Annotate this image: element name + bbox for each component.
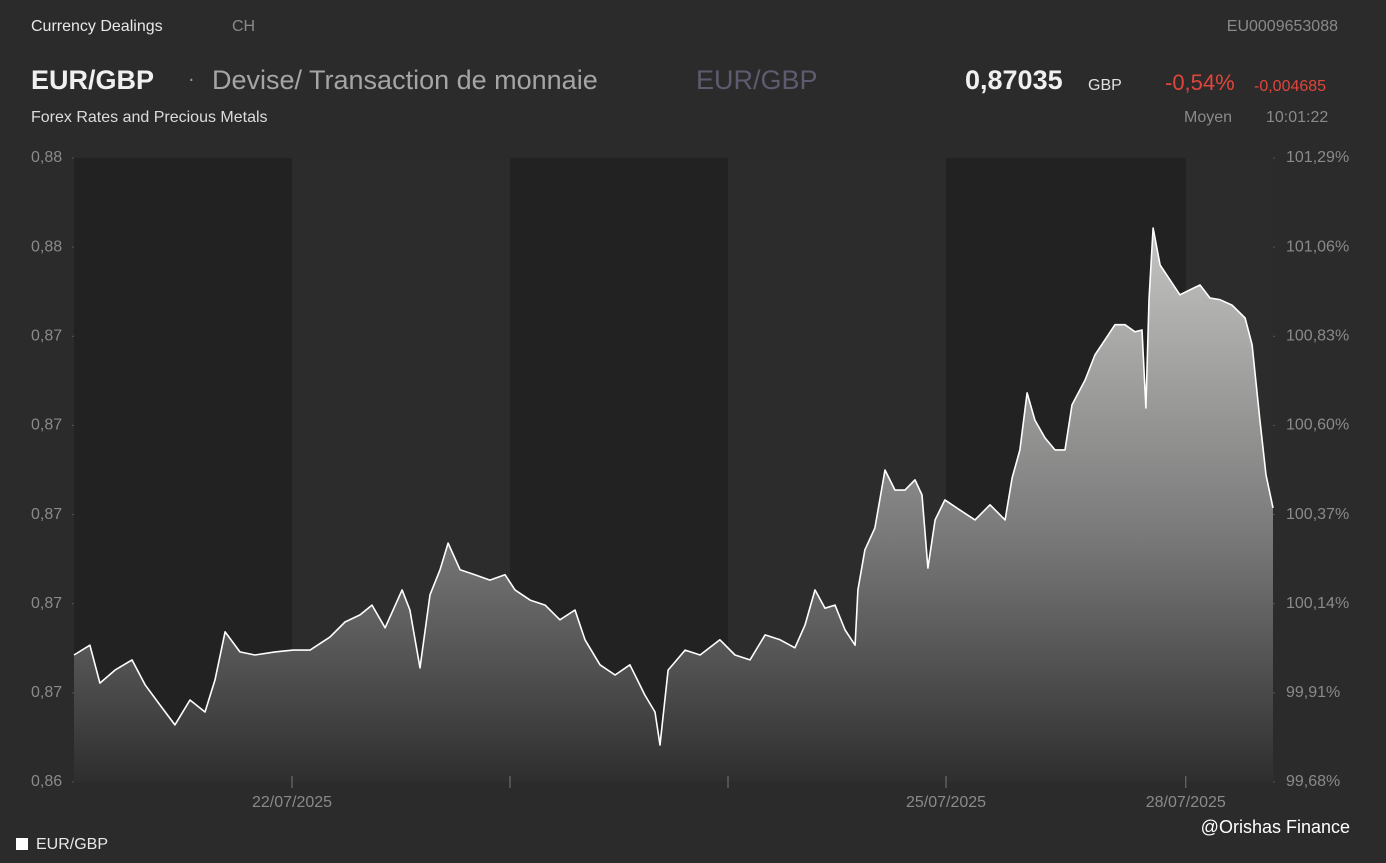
x-tick-label: 22/07/2025 <box>252 794 332 811</box>
y2-tick-label: 100,37% <box>1286 506 1349 523</box>
y2-tick-label: 100,83% <box>1286 328 1349 345</box>
y2-tick-label: 99,91% <box>1286 684 1340 701</box>
y-tick-label: 0,87 <box>31 417 62 434</box>
y-tick-label: 0,87 <box>31 595 62 612</box>
y2-tick-label: 101,29% <box>1286 149 1349 166</box>
legend-swatch <box>16 838 28 850</box>
x-tick-label: 25/07/2025 <box>906 794 986 811</box>
line <box>73 227 1274 746</box>
change-pct: -0,54% <box>1165 70 1235 95</box>
time: 10:01:22 <box>1266 109 1328 126</box>
separator: · <box>188 68 195 90</box>
plot: 0,86 0,87 0,87 0,87 0,87 0,87 0,88 0,88 99,68% 99… <box>31 149 1349 811</box>
currency: GBP <box>1088 77 1122 94</box>
country: CH <box>232 18 255 35</box>
y-tick-label: 0,87 <box>31 506 62 523</box>
price-type: Moyen <box>1184 109 1232 126</box>
y-tick-label: 0,86 <box>31 773 62 790</box>
isin: EU0009653088 <box>1227 18 1338 35</box>
y-tick-label: 0,87 <box>31 684 62 701</box>
y-tick-label: 0,88 <box>31 238 62 255</box>
y-tick-label: 0,88 <box>31 149 62 166</box>
market: Forex Rates and Precious Metals <box>31 109 268 126</box>
symbol-alt: EUR/GBP <box>696 65 818 95</box>
legend-label: EUR/GBP <box>36 836 108 853</box>
y2-tick-label: 101,06% <box>1286 238 1349 255</box>
change-abs: -0,004685 <box>1254 78 1326 95</box>
symbol: EUR/GBP <box>31 65 154 95</box>
y2-tick-label: 100,60% <box>1286 417 1349 434</box>
y2-tick-label: 100,14% <box>1286 595 1349 612</box>
price: 0,87035 <box>965 65 1063 95</box>
description: Devise/ Transaction de monnaie <box>212 65 598 95</box>
y2-tick-label: 99,68% <box>1286 773 1340 790</box>
area <box>74 228 1273 782</box>
y-tick-label: 0,87 <box>31 328 62 345</box>
source: Currency Dealings <box>31 18 163 35</box>
x-tick-label: 28/07/2025 <box>1146 794 1226 811</box>
watermark: @Orishas Finance <box>1201 817 1350 837</box>
